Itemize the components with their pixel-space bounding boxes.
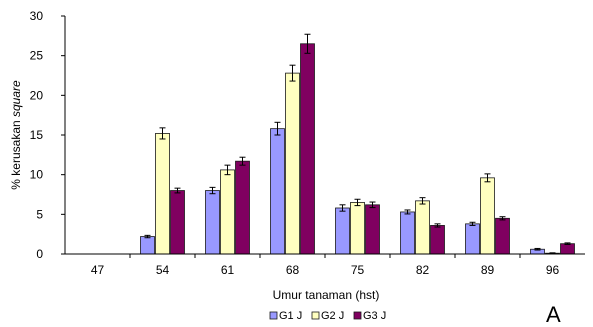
bar-g2-j-54 xyxy=(155,133,170,255)
y-tick-label: 0 xyxy=(36,247,43,261)
y-axis-title-text: % kerusakan xyxy=(9,117,23,190)
x-axis-ticks: 47 54 61 68 75 82 89 96 xyxy=(91,254,560,277)
bar-g3-j-75 xyxy=(365,204,380,255)
legend-swatch-g1-j xyxy=(269,311,278,320)
bar-g3-j-82 xyxy=(430,225,445,255)
y-axis-title-italic: square xyxy=(9,80,23,117)
legend-label: G2 J xyxy=(321,310,344,322)
bar-g2-j-68 xyxy=(285,72,300,255)
bar-g3-j-68 xyxy=(300,43,315,255)
y-axis-title: % kerusakan square xyxy=(9,80,23,190)
bar-g1-j-82 xyxy=(400,211,415,255)
plot-area xyxy=(140,33,575,255)
x-tick-label: 47 xyxy=(91,263,105,277)
bar-g2-j-82 xyxy=(415,200,430,255)
bar-g1-j-89 xyxy=(465,223,480,255)
legend: G1 J G2 J G3 J xyxy=(269,310,386,322)
legend-label: G1 J xyxy=(279,310,302,322)
y-tick-label: 20 xyxy=(30,88,44,102)
bar-g3-j-96 xyxy=(560,243,575,255)
bar-g3-j-61 xyxy=(235,160,250,255)
x-axis-title: Umur tanaman (hst) xyxy=(273,288,380,302)
bar-g3-j-54 xyxy=(170,190,185,255)
y-tick-label: 10 xyxy=(30,168,44,182)
panel-label: A xyxy=(546,302,561,327)
x-tick-label: 82 xyxy=(416,263,430,277)
y-tick-label: 5 xyxy=(36,207,43,221)
x-tick-label: 68 xyxy=(286,263,300,277)
bar-g1-j-61 xyxy=(205,190,220,255)
bar-g3-j-89 xyxy=(495,217,510,255)
x-tick-label: 61 xyxy=(221,263,235,277)
bar-g1-j-75 xyxy=(335,207,350,255)
y-tick-label: 30 xyxy=(30,9,44,23)
legend-swatch-g3-j xyxy=(353,311,362,320)
y-tick-label: 25 xyxy=(30,49,44,63)
y-tick-label: 15 xyxy=(30,128,44,142)
bar-g1-j-54 xyxy=(140,236,155,255)
x-tick-label: 96 xyxy=(546,263,560,277)
x-tick-label: 75 xyxy=(351,263,365,277)
x-tick-label: 89 xyxy=(481,263,495,277)
legend-swatch-g2-j xyxy=(311,311,320,320)
bar-g2-j-75 xyxy=(350,202,365,255)
legend-label: G3 J xyxy=(363,310,386,322)
x-tick-label: 54 xyxy=(156,263,170,277)
bar-g2-j-89 xyxy=(480,177,495,255)
bar-g2-j-61 xyxy=(220,169,235,255)
y-axis-ticks: 0 5 10 15 20 25 30 xyxy=(30,9,65,261)
bar-g1-j-68 xyxy=(270,128,285,255)
